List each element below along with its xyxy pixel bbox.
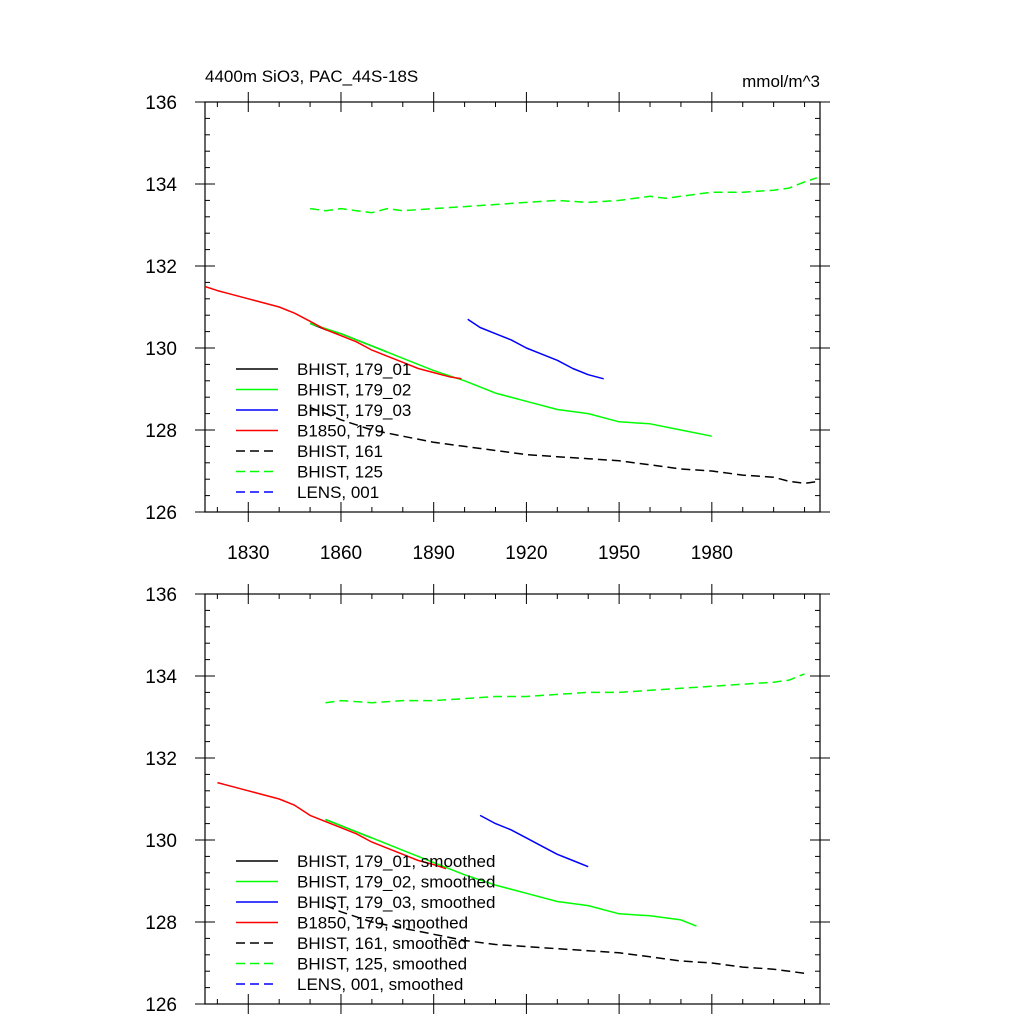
y-tick-label: 136: [145, 585, 177, 606]
x-tick-label: 1950: [598, 543, 640, 564]
y-tick-label: 130: [145, 831, 177, 852]
legend-label: BHIST, 179_03, smoothed: [297, 893, 495, 912]
y-tick-label: 132: [145, 749, 177, 770]
legend-label: BHIST, 179_02, smoothed: [297, 873, 495, 892]
y-tick-label: 126: [145, 995, 177, 1016]
x-tick-label: 1920: [505, 543, 547, 564]
bottom-panel: 126 128 130 132 134 136 BHIST, 179_01, smoothe…: [145, 584, 830, 1016]
legend-label: B1850, 179, smoothed: [297, 914, 468, 933]
series-line: [309, 406, 821, 485]
legend-label: BHIST, 179_03: [297, 401, 411, 420]
y-tick-label: 134: [145, 667, 177, 688]
y-tick-label: 134: [145, 175, 177, 196]
legend-label: BHIST, 161: [297, 442, 383, 461]
y-tick-label: 128: [145, 421, 177, 442]
series-line: [309, 322, 712, 437]
legend-label: BHIST, 179_01, smoothed: [297, 852, 495, 871]
series-line: [217, 781, 447, 870]
x-tick-label: 1890: [413, 543, 455, 564]
series-line: [467, 318, 604, 380]
series-line: [325, 818, 697, 927]
legend-label: BHIST, 125: [297, 463, 383, 482]
x-tick-label: 1860: [320, 543, 362, 564]
legend-label: B1850, 179: [297, 422, 384, 441]
y-tick-label: 126: [145, 503, 177, 524]
y-tick-label: 136: [145, 93, 177, 114]
series-line: [325, 904, 805, 975]
y-tick-label: 132: [145, 257, 177, 278]
legend-label: BHIST, 125, smoothed: [297, 955, 467, 974]
legend-label: LENS, 001: [297, 483, 379, 502]
series-line: [325, 673, 805, 704]
plot-frame: [204, 101, 821, 513]
legend-label: BHIST, 179_02: [297, 381, 411, 400]
units-label: mmol/m^3: [742, 72, 820, 91]
legend-label: BHIST, 179_01: [297, 360, 411, 379]
legend-label: LENS, 001, smoothed: [297, 975, 463, 994]
chart-title: 4400m SiO3, PAC_44S-18S: [205, 67, 418, 86]
series-line: [204, 285, 462, 380]
series-line: [309, 177, 818, 214]
x-tick-label: 1980: [691, 543, 733, 564]
x-tick-label: 1830: [227, 543, 269, 564]
legend-label: BHIST, 161, smoothed: [297, 934, 467, 953]
plot-frame: [204, 593, 821, 1005]
top-panel: 1830 1860 1890 1920 1950 1980 126 128 130 132 134 1…: [145, 67, 830, 564]
series-line: [479, 814, 589, 868]
y-tick-label: 130: [145, 339, 177, 360]
y-tick-label: 128: [145, 913, 177, 934]
